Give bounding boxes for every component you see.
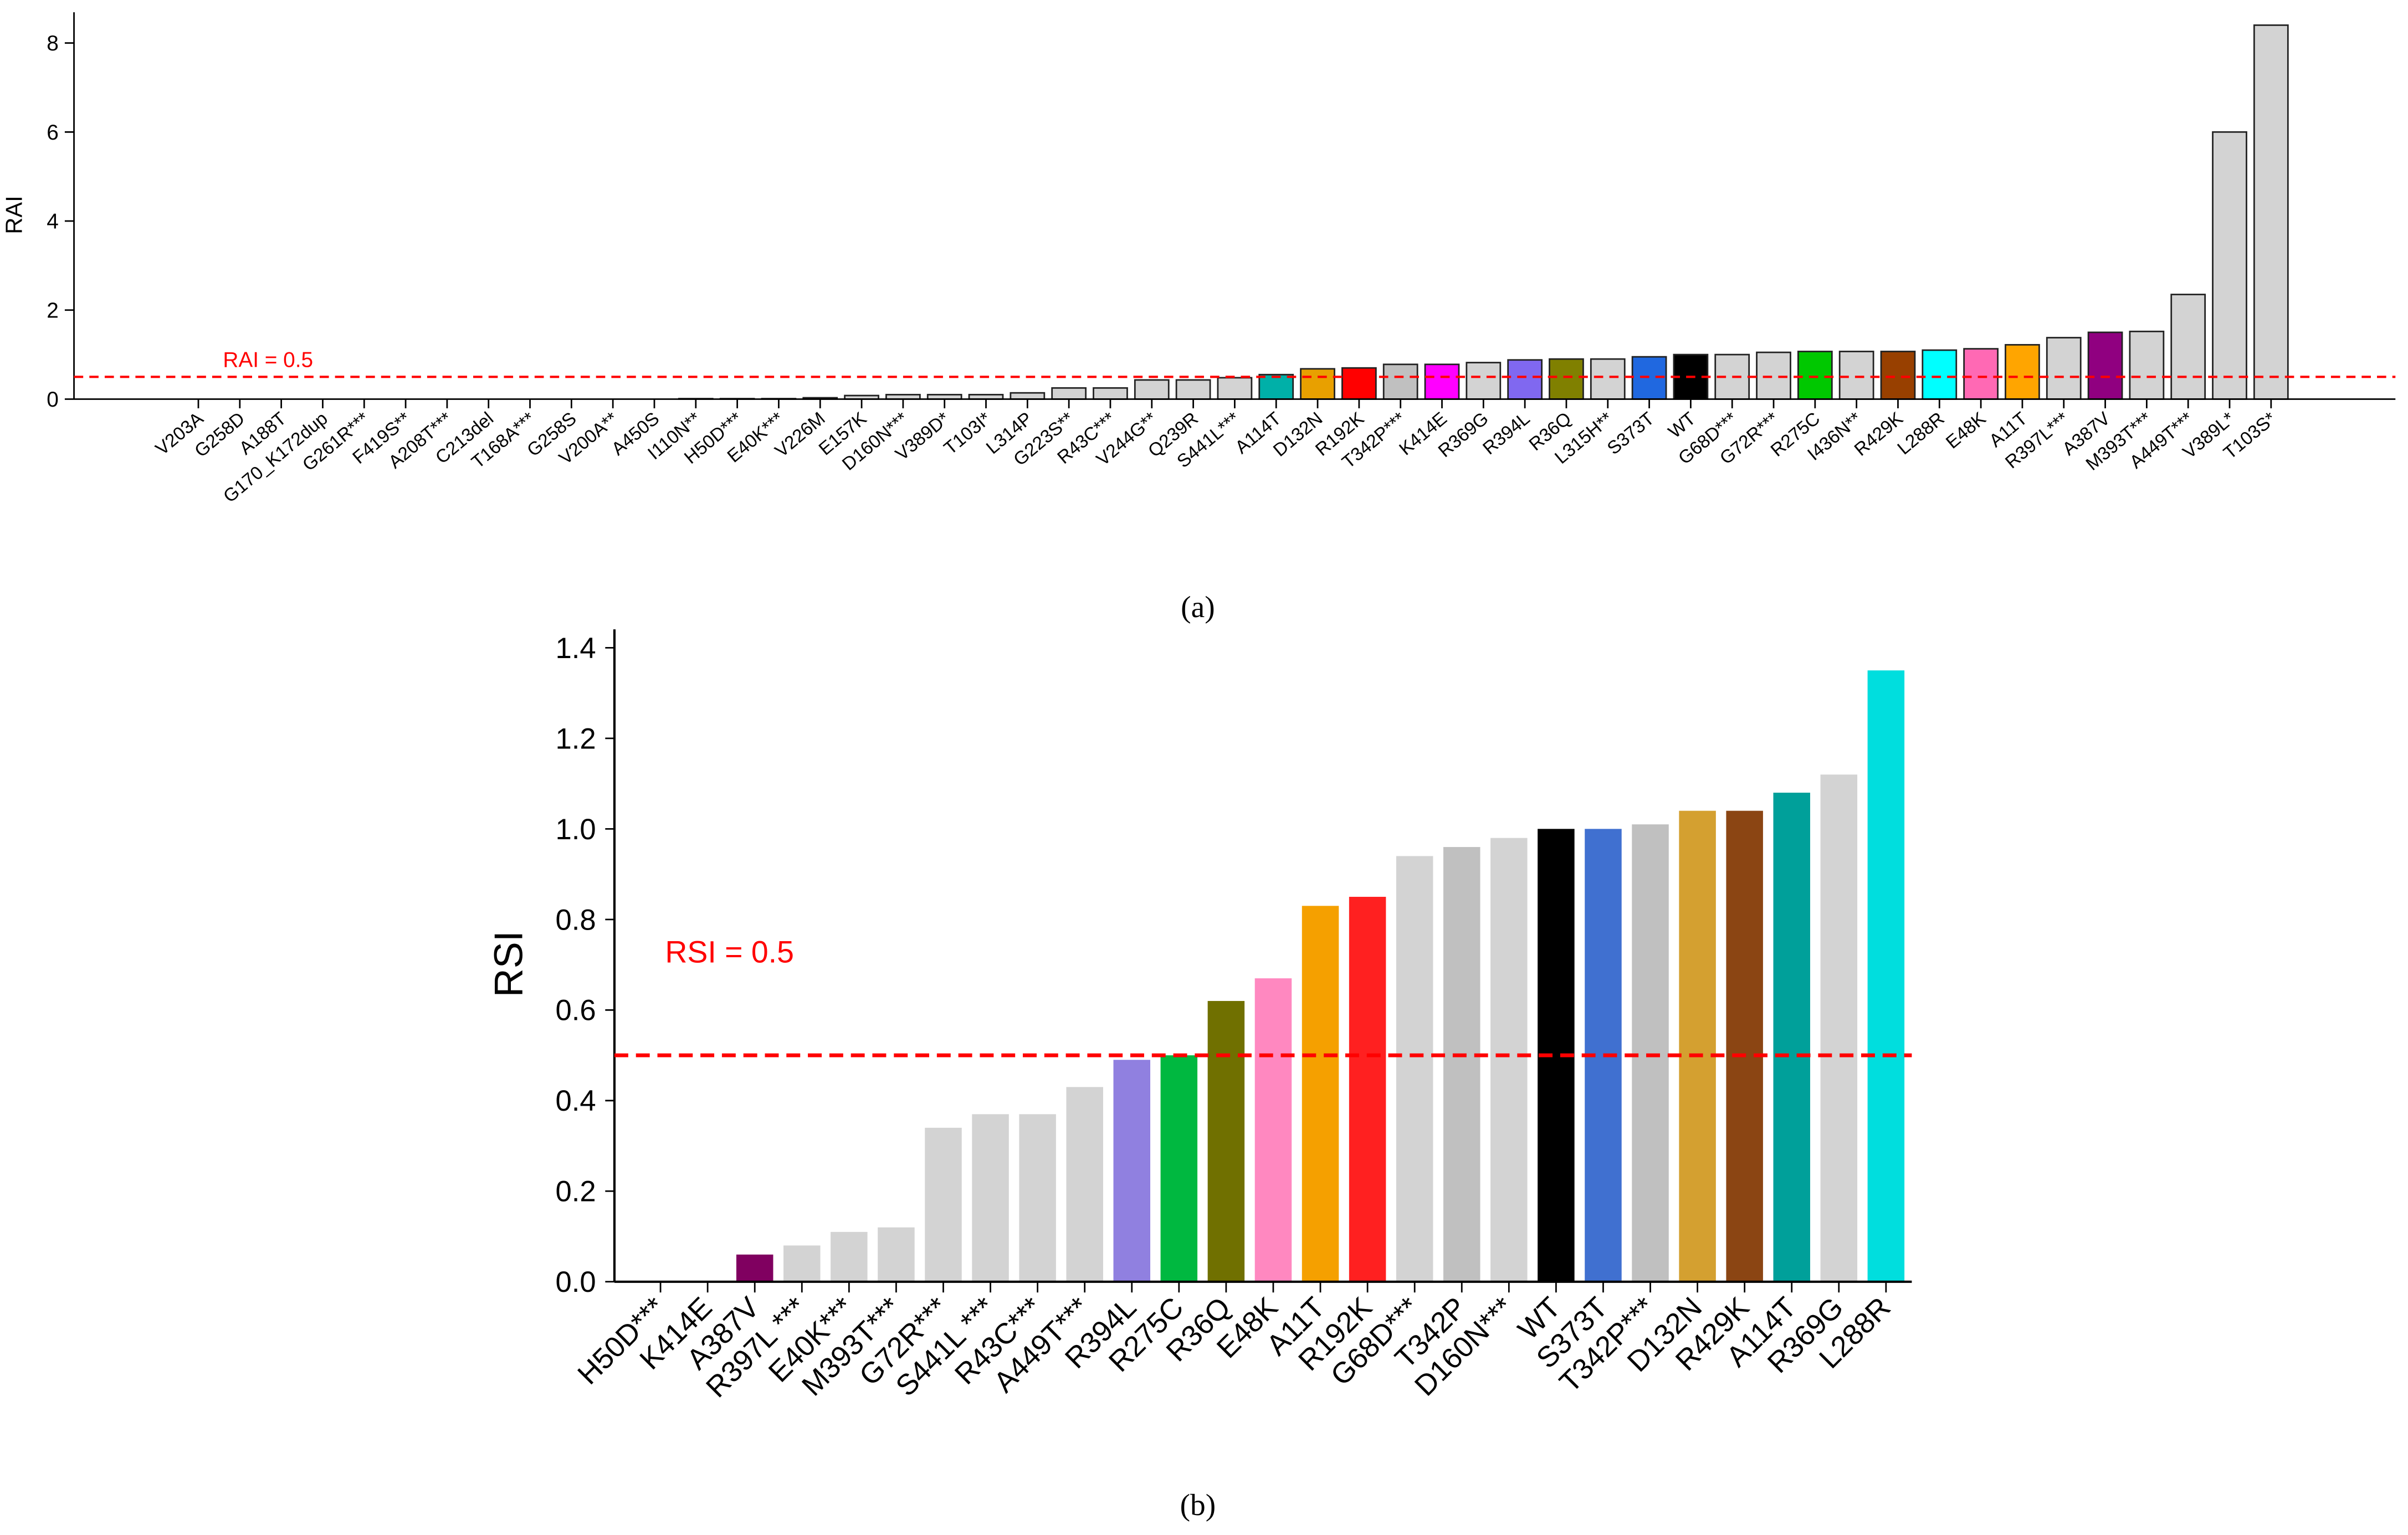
threshold-label: RAI = 0.5 xyxy=(223,348,313,372)
bar-E40K xyxy=(831,1231,868,1282)
threshold-label: RSI = 0.5 xyxy=(665,935,794,969)
y-tick-label: 0.6 xyxy=(556,994,596,1027)
bar-L288R xyxy=(1922,349,1958,400)
y-tick-label: 0.8 xyxy=(556,903,596,936)
bar-R397L xyxy=(2046,337,2082,400)
bar-A449T xyxy=(2170,294,2206,400)
bar-R394L xyxy=(1507,359,1543,400)
bar-I436N xyxy=(1838,351,1874,400)
bar-D132N xyxy=(1679,810,1716,1282)
bar-D160N xyxy=(1490,838,1528,1282)
bar-Q239R xyxy=(1175,379,1211,400)
bar-R394L xyxy=(1113,1060,1151,1282)
bar-R397L xyxy=(783,1245,821,1282)
y-tick-label: 1.0 xyxy=(556,813,596,846)
bar-G72R xyxy=(1756,351,1791,400)
bar-V244G xyxy=(1134,379,1170,400)
y-tick-label: 0.2 xyxy=(556,1175,596,1208)
bar-R369G xyxy=(1466,362,1502,400)
bar-D132N xyxy=(1300,368,1335,400)
bar-R36Q xyxy=(1549,358,1584,400)
panel-b-caption: (b) xyxy=(1180,1488,1216,1522)
bar-R192K xyxy=(1349,896,1386,1282)
y-tick-label: 0 xyxy=(47,388,59,412)
y-axis-title: RSI xyxy=(487,931,531,997)
bar-R275C xyxy=(1160,1055,1198,1282)
y-tick-label: 0.4 xyxy=(556,1085,596,1117)
x-tick-label: L288R xyxy=(1894,408,1949,459)
bar-A114T xyxy=(1773,792,1810,1282)
bar-T342P xyxy=(1632,824,1669,1282)
bar-A11T xyxy=(2005,344,2040,400)
y-tick-label: 1.2 xyxy=(556,722,596,755)
bar-L288R xyxy=(1867,670,1905,1282)
bar-R429K xyxy=(1880,351,1916,400)
bar-K414E xyxy=(1424,363,1460,400)
bar-T103S xyxy=(2253,24,2289,400)
bar-S441L xyxy=(1217,377,1253,400)
x-tick-label: E48K xyxy=(1942,408,1990,453)
x-tick-label: T103I* xyxy=(940,408,995,459)
bar-T342P xyxy=(1382,363,1418,400)
bar-S441L xyxy=(972,1114,1009,1282)
panel-a-rai-chart: V203AG258DA188TG170_K172dupG261R***F419S… xyxy=(1,12,2396,507)
y-tick-label: 0.0 xyxy=(556,1266,596,1298)
bar-A114T xyxy=(1258,373,1294,400)
y-tick-label: 8 xyxy=(47,32,59,55)
bar-E48K xyxy=(1963,348,1999,400)
y-tick-label: 1.4 xyxy=(556,632,596,665)
bar-R43C xyxy=(1019,1114,1056,1282)
bar-M393T xyxy=(2129,330,2165,400)
bar-R192K xyxy=(1341,367,1377,400)
y-axis-title: RAI xyxy=(1,196,27,234)
y-tick-label: 4 xyxy=(47,210,59,234)
bar-T342P xyxy=(1443,847,1480,1282)
bar-L315H xyxy=(1590,358,1626,400)
bar-A387V xyxy=(736,1254,773,1282)
bar-R275C xyxy=(1797,351,1833,400)
bar-A387V xyxy=(2087,331,2123,400)
bar-R429K xyxy=(1726,810,1763,1282)
panel-a-caption: (a) xyxy=(1181,590,1215,624)
y-tick-label: 6 xyxy=(47,121,59,145)
bar-R36Q xyxy=(1207,1000,1245,1282)
bar-G72R xyxy=(925,1127,962,1282)
bar-L314P xyxy=(1010,392,1046,400)
x-tick-label: S373T xyxy=(1603,408,1658,459)
bar-E48K xyxy=(1254,978,1292,1282)
bar-M393T xyxy=(878,1227,915,1282)
bar-G68D xyxy=(1396,856,1433,1282)
bar-A449T xyxy=(1066,1087,1103,1282)
bar-A11T xyxy=(1302,906,1339,1282)
y-tick-label: 2 xyxy=(47,299,59,322)
bar-V389L xyxy=(2212,131,2247,400)
bar-R369G xyxy=(1820,774,1858,1282)
bar-R43C xyxy=(1093,387,1128,400)
x-tick-label: R394L xyxy=(1479,408,1534,459)
bar-G223S xyxy=(1051,387,1087,400)
